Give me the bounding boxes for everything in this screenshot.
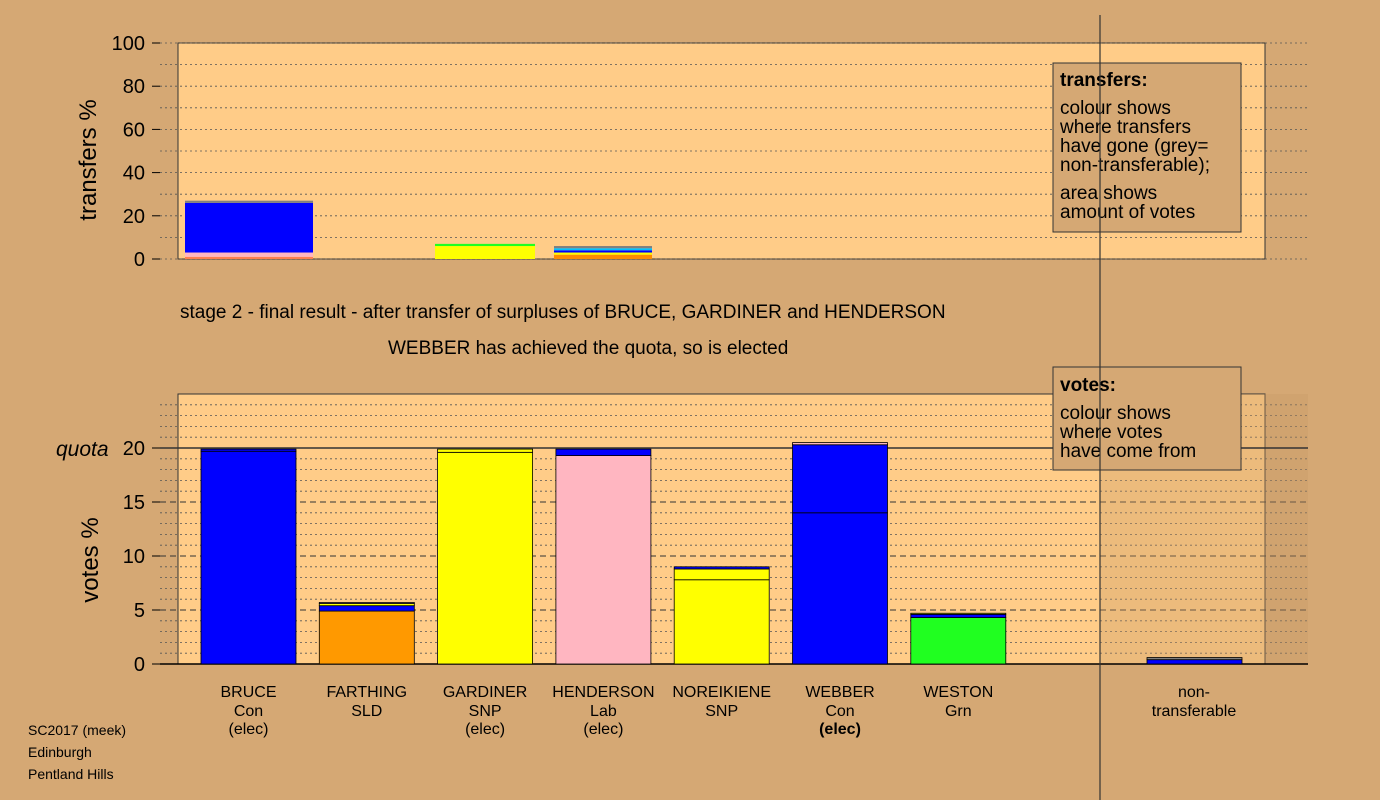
candidate-status: (elec) <box>228 721 268 738</box>
votes-legend-line: have come from <box>1060 441 1196 462</box>
result-caption: WEBBER has achieved the quota, so is ele… <box>388 338 788 359</box>
stage-caption: stage 2 - final result - after transfer … <box>180 302 946 323</box>
footer-line-1: SC2017 (meek) <box>28 722 127 738</box>
transfer-bar-segment <box>185 256 313 259</box>
transfers-ylabel: transfers % <box>75 99 102 220</box>
votes-ytick-label: 5 <box>134 600 145 622</box>
votes-ytick-label: 15 <box>123 492 145 514</box>
transfers-ytick-label: 40 <box>123 163 145 185</box>
quota-label: quota <box>56 438 109 461</box>
votes-ytick-label: 10 <box>123 546 145 568</box>
candidate-party: SLD <box>351 703 382 720</box>
transfer-bar-segment <box>435 246 535 259</box>
vote-bar-segment <box>318 610 415 665</box>
vote-bar-segment <box>555 448 652 456</box>
transfer-bar-segment <box>554 250 652 253</box>
transfer-bar-segment <box>554 252 652 255</box>
vote-bar-segment <box>910 613 1007 618</box>
transfers-ytick-label: 20 <box>123 206 145 228</box>
candidate-name: HENDERSON <box>552 684 654 701</box>
votes-ytick-label: 0 <box>134 654 145 676</box>
transfers-ytick-label: 100 <box>112 33 145 55</box>
transfers-legend-line: have gone (grey= <box>1060 136 1208 157</box>
transfers-legend-line: amount of votes <box>1060 202 1195 223</box>
candidate-bar <box>673 566 770 665</box>
transfers-legend-line: non-transferable); <box>1060 155 1210 176</box>
vote-bar-segment <box>673 566 770 570</box>
candidate-party: Con <box>234 703 263 720</box>
vote-bar-segment <box>318 602 415 604</box>
candidate-bar <box>792 442 888 665</box>
transfers-legend-title: transfers: <box>1060 70 1148 91</box>
vote-bar-segment <box>555 455 652 665</box>
transfers-legend-line: colour shows <box>1060 98 1171 119</box>
candidate-party: SNP <box>705 703 738 720</box>
vote-bar-segment <box>200 450 297 665</box>
transfers-ytick-label: 60 <box>123 119 145 141</box>
candidate-name: FARTHING <box>326 684 407 701</box>
transfer-bar-segment <box>554 254 652 259</box>
candidate-status: (elec) <box>465 721 505 738</box>
vote-bar-segment <box>910 612 1007 615</box>
votes-legend-title: votes: <box>1060 375 1116 396</box>
footer-line-3: Pentland Hills <box>28 766 114 782</box>
candidate-name: GARDINER <box>443 684 527 701</box>
vote-bar-segment <box>792 512 888 665</box>
candidate-status: (elec) <box>819 721 861 738</box>
candidate-party: Grn <box>945 703 972 720</box>
candidate-bar <box>437 448 534 665</box>
nontransferable-label-1: non- <box>1178 684 1210 701</box>
nontransferable-bar-segment <box>1146 659 1243 665</box>
votes-ytick-label: 20 <box>123 438 145 460</box>
candidate-name: WEBBER <box>805 684 874 701</box>
nontransferable-label-2: transferable <box>1152 703 1237 720</box>
candidate-name: BRUCE <box>220 684 276 701</box>
candidate-status: (elec) <box>583 721 623 738</box>
vote-bar-segment <box>673 568 770 581</box>
candidate-bar <box>318 602 415 665</box>
candidate-name: WESTON <box>923 684 993 701</box>
vote-bar-segment <box>792 444 888 514</box>
transfers-legend-line: area shows <box>1060 183 1157 204</box>
vote-bar-segment <box>437 448 534 453</box>
candidate-bar <box>910 612 1007 665</box>
candidate-name: NOREIKIENE <box>672 684 771 701</box>
votes-legend-box <box>1052 366 1242 471</box>
transfers-legend-line: where transfers <box>1059 117 1191 138</box>
vote-bar-segment <box>792 442 888 446</box>
transfer-bar-segment <box>185 202 313 253</box>
candidate-party: SNP <box>469 703 502 720</box>
nontransferable-bar-segment <box>1146 657 1243 661</box>
candidate-bar <box>200 448 297 665</box>
transfer-bar-segment <box>554 248 652 251</box>
votes-legend-line: where votes <box>1059 422 1162 443</box>
vote-bar-segment <box>437 451 534 665</box>
vote-bar-segment <box>318 605 415 612</box>
transfer-bar-segment <box>185 200 313 203</box>
vote-bar-segment <box>910 617 1007 665</box>
vote-bar-segment <box>200 448 297 452</box>
vote-bar-segment <box>673 579 770 665</box>
transfers-ytick-label: 80 <box>123 76 145 98</box>
candidate-party: Con <box>825 703 854 720</box>
transfers-chart: 0 20 40 60 80 100 transfers % transfers: colour … <box>75 33 1308 271</box>
candidate-party: Lab <box>590 703 617 720</box>
transfer-bar-segment <box>435 243 535 247</box>
candidate-bar <box>555 448 652 665</box>
votes-legend-line: colour shows <box>1060 403 1171 424</box>
transfer-bar-segment <box>554 246 652 249</box>
transfers-legend-box <box>1052 62 1242 233</box>
votes-ylabel: votes % <box>77 517 104 602</box>
transfer-bar-segment <box>185 252 313 257</box>
transfers-ytick-label: 0 <box>134 249 145 271</box>
footer-line-2: Edinburgh <box>28 744 92 760</box>
